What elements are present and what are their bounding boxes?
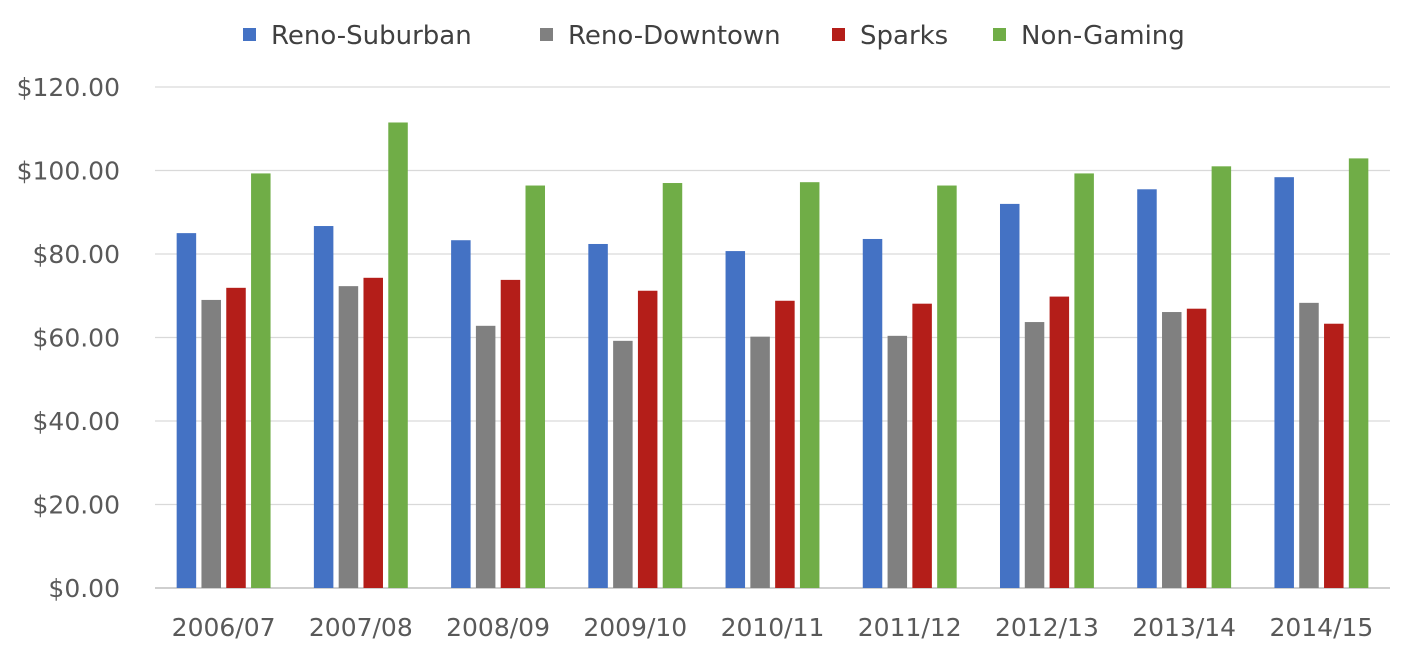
bar-reno-downtown-2008-09: Reno-Downtown 2008/09: 62.8 bbox=[475, 325, 496, 588]
x-tick-label: 2014/15 bbox=[1269, 613, 1373, 642]
x-tick-label: 2011/12 bbox=[858, 613, 962, 642]
bar-sparks-2006-07: Sparks 2006/07: 71.9 bbox=[226, 287, 246, 588]
bar-sparks-2013-14: Sparks 2013/14: 66.9 bbox=[1186, 308, 1207, 588]
bar-sparks-2010-11: Sparks 2010/11: 68.8 bbox=[775, 300, 795, 588]
legend-label: Reno-Suburban bbox=[271, 21, 472, 51]
bar-reno-downtown-2007-08: Reno-Downtown 2007/08: 72.3 bbox=[338, 286, 359, 588]
legend-item-reno-downtown: Reno-Downtown bbox=[540, 21, 781, 51]
bar-non-gaming-2007-08: Non-Gaming 2007/08: 111.5 bbox=[388, 122, 408, 589]
legend-label: Sparks bbox=[860, 21, 948, 51]
bar-reno-suburban-2011-12: Reno-Suburban 2011/12: 83.6 bbox=[862, 238, 883, 588]
legend-swatch bbox=[993, 28, 1006, 41]
legend-item-reno-suburban: Reno-Suburban bbox=[243, 21, 472, 51]
x-tick-label: 2012/13 bbox=[995, 613, 1099, 642]
y-axis: $0.00 $20.00 $40.00 $60.00 $80.00 $100.00 $120… bbox=[17, 73, 120, 603]
gridlines bbox=[155, 86, 1390, 589]
bar-sparks-2009-10: Sparks 2009/10: 71.2 bbox=[637, 290, 658, 588]
bar-non-gaming-2011-12: Non-Gaming 2011/12: 96.4 bbox=[937, 185, 957, 588]
bar-reno-suburban-2006-07: Reno-Suburban 2006/07: 85 bbox=[176, 233, 197, 588]
x-axis: 2006/07 2007/08 2008/09 2009/10 2010/11 2011/… bbox=[172, 613, 1374, 642]
y-tick-label: $120.00 bbox=[17, 73, 120, 102]
bar-sparks-2012-13: Sparks 2012/13: 69.8 bbox=[1049, 296, 1070, 588]
x-tick-label: 2009/10 bbox=[583, 613, 687, 642]
bar-non-gaming-2013-14: Non-Gaming 2013/14: 101 bbox=[1211, 166, 1232, 588]
y-tick-label: $0.00 bbox=[48, 574, 120, 603]
legend-swatch bbox=[832, 28, 845, 41]
y-tick-label: $40.00 bbox=[33, 407, 120, 436]
x-tick-label: 2013/14 bbox=[1132, 613, 1236, 642]
bar-sparks-2008-09: Sparks 2008/09: 73.8 bbox=[500, 279, 521, 588]
bar-reno-suburban-2008-09: Reno-Suburban 2008/09: 83.3 bbox=[451, 240, 471, 588]
y-tick-label: $80.00 bbox=[33, 240, 120, 269]
bars-group: Reno-Suburban 2006/07: 85Reno-Downtown 2… bbox=[176, 122, 1369, 589]
bar-reno-downtown-2011-12: Reno-Downtown 2011/12: 60.4 bbox=[887, 335, 908, 588]
legend-item-non-gaming: Non-Gaming bbox=[993, 21, 1185, 51]
legend-label: Non-Gaming bbox=[1021, 21, 1185, 51]
bar-sparks-2007-08: Sparks 2007/08: 74.3 bbox=[363, 277, 383, 588]
bar-non-gaming-2009-10: Non-Gaming 2009/10: 97 bbox=[662, 183, 683, 588]
bar-reno-downtown-2013-14: Reno-Downtown 2013/14: 66.1 bbox=[1162, 312, 1182, 588]
x-tick-label: 2008/09 bbox=[446, 613, 550, 642]
bar-reno-downtown-2009-10: Reno-Downtown 2009/10: 59.2 bbox=[613, 340, 633, 588]
bar-reno-suburban-2014-15: Reno-Suburban 2014/15: 98.4 bbox=[1274, 177, 1294, 588]
bar-non-gaming-2012-13: Non-Gaming 2012/13: 99.3 bbox=[1074, 173, 1094, 589]
bar-reno-suburban-2010-11: Reno-Suburban 2010/11: 80.7 bbox=[725, 251, 746, 588]
bar-reno-suburban-2012-13: Reno-Suburban 2012/13: 92 bbox=[999, 203, 1020, 588]
y-tick-label: $60.00 bbox=[33, 324, 120, 353]
bar-non-gaming-2010-11: Non-Gaming 2010/11: 97.2 bbox=[799, 182, 820, 588]
bar-non-gaming-2008-09: Non-Gaming 2008/09: 96.4 bbox=[525, 185, 546, 588]
x-tick-label: 2010/11 bbox=[721, 613, 825, 642]
bar-sparks-2011-12: Sparks 2011/12: 68.1 bbox=[912, 303, 932, 588]
bar-reno-downtown-2010-11: Reno-Downtown 2010/11: 60.2 bbox=[750, 336, 770, 588]
bar-reno-downtown-2012-13: Reno-Downtown 2012/13: 63.7 bbox=[1024, 322, 1045, 588]
legend-label: Reno-Downtown bbox=[568, 21, 781, 51]
x-tick-label: 2006/07 bbox=[172, 613, 276, 642]
bar-reno-suburban-2013-14: Reno-Suburban 2013/14: 95.5 bbox=[1137, 189, 1157, 588]
y-tick-label: $100.00 bbox=[17, 157, 120, 186]
y-tick-label: $20.00 bbox=[33, 491, 120, 520]
x-tick-label: 2007/08 bbox=[309, 613, 413, 642]
bar-non-gaming-2014-15: Non-Gaming 2014/15: 102.9 bbox=[1348, 158, 1369, 588]
legend-swatch bbox=[243, 28, 256, 41]
legend-swatch bbox=[540, 28, 553, 41]
bar-reno-downtown-2014-15: Reno-Downtown 2014/15: 68.3 bbox=[1299, 302, 1319, 588]
legend: Reno-Suburban Reno-Downtown Sparks Non-Gami… bbox=[243, 21, 1185, 51]
bar-reno-downtown-2006-07: Reno-Downtown 2006/07: 69 bbox=[201, 299, 221, 588]
bar-non-gaming-2006-07: Non-Gaming 2006/07: 99.3 bbox=[251, 173, 271, 589]
bar-reno-suburban-2007-08: Reno-Suburban 2007/08: 86.7 bbox=[313, 226, 334, 588]
legend-item-sparks: Sparks bbox=[832, 21, 948, 51]
bar-sparks-2014-15: Sparks 2014/15: 63.3 bbox=[1324, 323, 1344, 588]
bar-reno-suburban-2009-10: Reno-Suburban 2009/10: 82.4 bbox=[588, 243, 608, 589]
